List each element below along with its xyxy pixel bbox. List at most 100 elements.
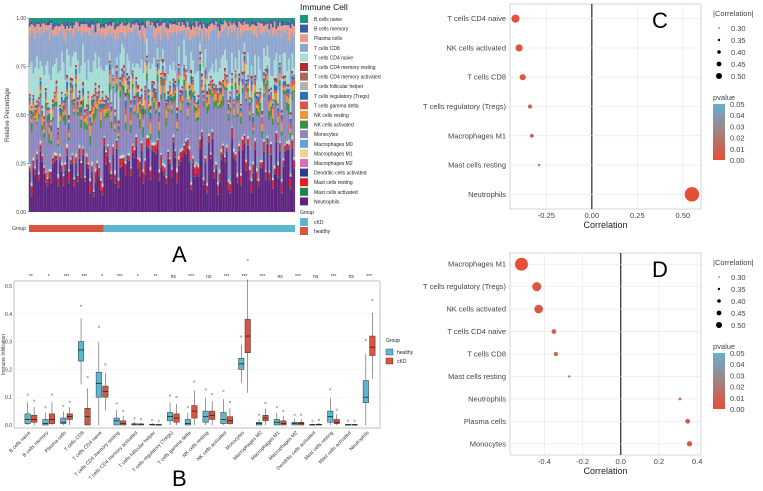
stacked-bar-segment-mast-cells-resting xyxy=(112,148,115,154)
stacked-bar-segment-dendritic-cells-activated xyxy=(153,145,155,147)
significance-label: ns xyxy=(206,274,212,280)
stacked-bar-segment-nk-cells-resting xyxy=(99,112,102,120)
stacked-bar-segment-t-cells-regulatory-tregs xyxy=(225,79,228,81)
stacked-bar-segment-macrophages-m0 xyxy=(137,154,139,158)
stacked-bar-segment-nk-cells-resting xyxy=(231,83,233,86)
stacked-bar-segment-macrophages-m2 xyxy=(234,154,237,155)
stacked-bar-segment-b-cells-naive xyxy=(156,18,159,20)
stacked-bar-segment-macrophages-m1 xyxy=(240,173,242,176)
stacked-bar-segment-neutrophils xyxy=(261,168,264,212)
stacked-bar-segment-mast-cells-resting xyxy=(135,138,138,145)
stacked-bar-segment-dendritic-cells-activated xyxy=(282,161,285,163)
stacked-bar-segment-t-cells-cd4-naive xyxy=(225,60,228,75)
stacked-bar-segment-macrophages-m2 xyxy=(282,160,285,162)
stacked-bar-segment-macrophages-m1 xyxy=(287,140,290,144)
stacked-bar-segment-dendritic-cells-activated xyxy=(55,155,58,157)
stacked-bar-segment-macrophages-m2 xyxy=(87,164,90,165)
legend-swatch-b-cells-naive xyxy=(300,15,308,23)
stacked-bar-segment-t-cells-cd4-naive xyxy=(287,58,290,85)
stacked-bar-segment-t-cells-cd4-memory-activated xyxy=(62,101,65,103)
stacked-bar-segment-neutrophils xyxy=(69,163,72,212)
stacked-bar-segment-b-cells-memory xyxy=(248,23,251,27)
legend-swatch-t-cells-gamma-delta xyxy=(300,101,308,110)
stacked-bar-segment-t-cells-regulatory-tregs xyxy=(273,84,276,91)
stacked-bar-segment-t-cells-cd4-naive xyxy=(250,65,253,76)
size-legend-dot xyxy=(717,38,721,42)
stacked-bar-segment-neutrophils xyxy=(234,160,237,212)
stacked-bar-segment-t-cells-cd4-naive xyxy=(232,70,235,100)
stacked-bar-segment-t-cells-follicular-helper xyxy=(179,93,182,95)
stacked-bar-segment-t-cells-cd4-memory-resting xyxy=(247,75,249,77)
stacked-bar-segment-t-cells-gamma-delta xyxy=(199,58,202,61)
stacked-bar-segment-neutrophils xyxy=(142,183,145,212)
stacked-bar-segment-t-cells-gamma-delta xyxy=(232,105,235,109)
stacked-bar-segment-t-cells-cd4-memory-activated xyxy=(92,96,95,98)
stacked-bar-segment-t-cells-cd4-memory-resting xyxy=(284,75,287,78)
stacked-bar-segment-t-cells-gamma-delta xyxy=(255,99,258,105)
stacked-bar-segment-t-cells-cd4-memory-resting xyxy=(185,69,187,71)
stacked-bar-segment-t-cells-cd4-memory-resting xyxy=(263,72,265,75)
stacked-bar-segment-t-cells-gamma-delta xyxy=(172,87,175,94)
stacked-bar-segment-macrophages-m0 xyxy=(188,143,191,147)
stacked-bar-segment-dendritic-cells-activated xyxy=(151,145,154,147)
legend-label-t-cells-cd4-naive: T cells CD4 naive xyxy=(314,55,353,61)
stacked-bar-segment-mast-cells-resting xyxy=(170,170,173,177)
stacked-bar-segment-b-cells-naive xyxy=(241,18,244,20)
stacked-bar-segment-b-cells-memory xyxy=(41,22,44,24)
stacked-bar-segment-t-cells-gamma-delta xyxy=(183,71,186,77)
stacked-bar-segment-macrophages-m1 xyxy=(232,148,235,152)
stacked-bar-segment-b-cells-naive xyxy=(44,18,47,23)
box-outlier-ckd xyxy=(282,409,285,412)
stacked-bar-segment-monocytes xyxy=(52,121,54,156)
stacked-bar-segment-monocytes xyxy=(119,97,122,155)
stacked-bar-segment-t-cells-cd4-naive xyxy=(37,68,40,98)
stacked-bar-segment-t-cells-cd4-naive xyxy=(114,93,116,110)
stacked-bar-segment-t-cells-cd4-naive xyxy=(48,74,51,108)
box-outlier-healthy xyxy=(293,413,296,416)
stacked-bar-segment-t-cells-cd4-memory-resting xyxy=(117,120,120,124)
stacked-bar-segment-mast-cells-resting xyxy=(101,187,104,194)
stacked-bar-segment-nk-cells-activated xyxy=(250,97,253,103)
stacked-bar-segment-nk-cells-resting xyxy=(289,128,292,133)
stacked-bar-segment-b-cells-naive xyxy=(282,18,285,21)
stacked-bar-segment-macrophages-m2 xyxy=(149,170,152,172)
stacked-bar-segment-b-cells-memory xyxy=(199,20,202,25)
stacked-bar-segment-nk-cells-resting xyxy=(96,104,99,110)
stacked-bar-segment-macrophages-m0 xyxy=(147,131,150,136)
stacked-bar-segment-t-cells-regulatory-tregs xyxy=(209,80,212,83)
stacked-bar-segment-monocytes xyxy=(199,71,202,137)
stacked-bar-segment-neutrophils xyxy=(119,167,122,212)
stacked-bar-segment-mast-cells-resting xyxy=(137,161,139,167)
stacked-bar-segment-monocytes xyxy=(245,101,248,156)
stacked-bar-segment-t-cells-cd4-naive xyxy=(220,58,223,83)
stacked-bar-segment-t-cells-gamma-delta xyxy=(245,86,248,92)
stacked-bar-segment-neutrophils xyxy=(206,193,209,212)
stacked-bar-segment-mast-cells-resting xyxy=(188,150,191,160)
stacked-bar-segment-macrophages-m2 xyxy=(163,166,166,169)
stacked-bar-segment-t-cells-regulatory-tregs xyxy=(170,96,173,102)
stacked-bar-segment-macrophages-m0 xyxy=(234,149,237,152)
stacked-bar-segment-t-cells-regulatory-tregs xyxy=(80,106,83,113)
stacked-bar-segment-t-cells-cd4-memory-activated xyxy=(268,90,271,92)
stacked-bar-segment-t-cells-cd8 xyxy=(225,26,228,61)
stacked-bar-segment-t-cells-cd4-naive xyxy=(50,80,53,121)
stacked-bar-segment-plasma-cells xyxy=(227,26,230,37)
stacked-bar-segment-t-cells-regulatory-tregs xyxy=(293,76,296,80)
stacked-bar-segment-b-cells-memory xyxy=(154,20,157,29)
stacked-bar-segment-t-cells-cd4-memory-activated xyxy=(234,71,237,73)
stacked-bar-segment-t-cells-cd8 xyxy=(273,32,276,60)
stacked-bar-segment-t-cells-cd8 xyxy=(48,41,51,75)
stacked-bar-segment-t-cells-gamma-delta xyxy=(115,74,118,80)
stacked-bar-segment-macrophages-m2 xyxy=(224,156,226,158)
stacked-bar-segment-macrophages-m1 xyxy=(153,142,155,146)
stacked-bar-segment-t-cells-regulatory-tregs xyxy=(39,80,42,86)
stacked-bar-segment-t-cells-regulatory-tregs xyxy=(32,97,35,101)
stacked-bar-segment-nk-cells-activated xyxy=(80,119,83,129)
stacked-bar-segment-nk-cells-activated xyxy=(117,136,120,139)
stacked-bar-segment-t-cells-cd8 xyxy=(186,30,189,73)
stacked-bar-segment-nk-cells-resting xyxy=(130,120,132,125)
stacked-bar-segment-macrophages-m0 xyxy=(37,170,40,172)
stacked-bar-segment-b-cells-memory xyxy=(140,21,143,26)
stacked-bar-segment-t-cells-gamma-delta xyxy=(112,78,115,82)
stacked-bar-segment-neutrophils xyxy=(197,176,200,212)
